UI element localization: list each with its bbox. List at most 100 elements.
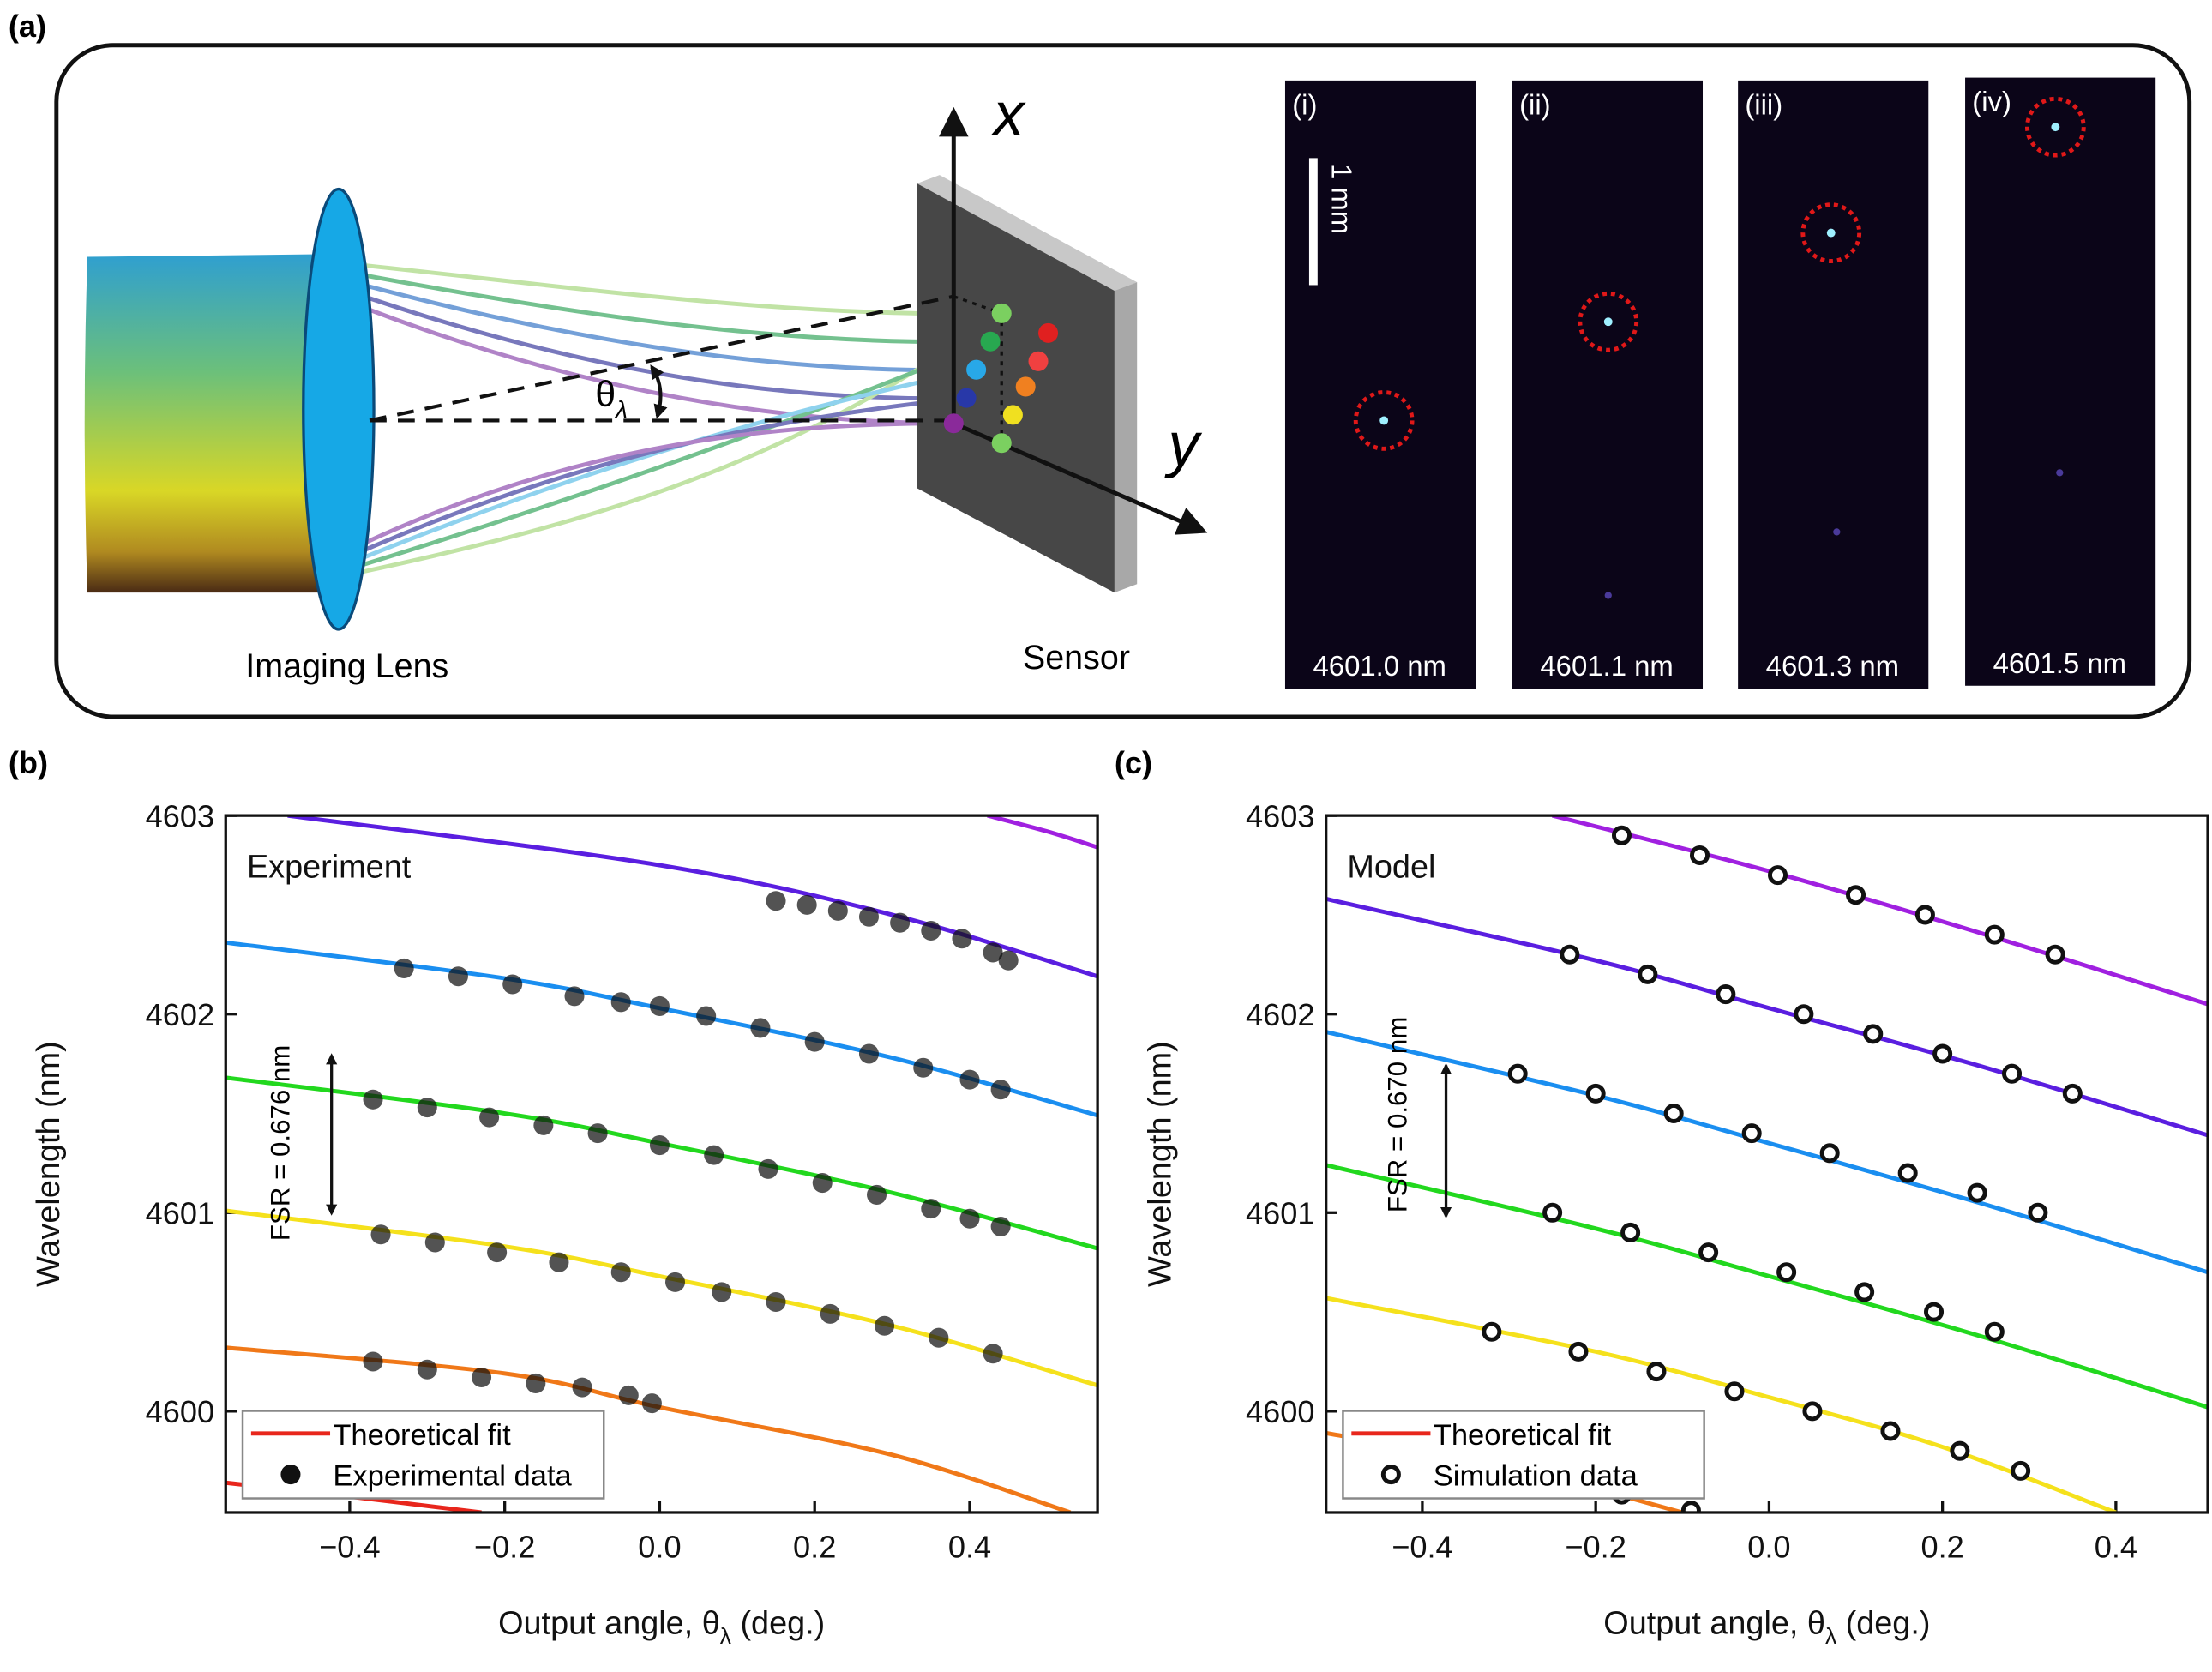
data-point xyxy=(867,1184,887,1205)
data-point xyxy=(1646,1362,1667,1382)
data-point xyxy=(983,942,1003,963)
data-point xyxy=(526,1373,546,1393)
data-point xyxy=(572,1377,592,1398)
data-point xyxy=(1776,1262,1797,1283)
data-point xyxy=(649,1135,670,1156)
data-point xyxy=(549,1252,569,1272)
fit-curve xyxy=(225,940,1098,1118)
y-tick-label: 4601 xyxy=(1246,1195,1315,1230)
y-tick-label: 4601 xyxy=(146,1195,215,1230)
data-points xyxy=(363,891,1019,1414)
data-point xyxy=(998,950,1019,971)
data-point xyxy=(758,1158,778,1179)
data-point xyxy=(1680,1501,1701,1513)
data-point xyxy=(363,1089,383,1110)
x-tick-label: 0.4 xyxy=(948,1530,991,1565)
data-point xyxy=(363,1351,383,1372)
data-point xyxy=(1585,1083,1606,1104)
data-point xyxy=(990,1080,1011,1100)
fsr-label: FSR = 0.676 nm xyxy=(265,1045,295,1241)
data-point xyxy=(1560,944,1580,965)
fit-curve xyxy=(1325,1163,2209,1410)
panel-a: (a) Imaging Lens θλ x y xyxy=(9,9,2192,719)
lens xyxy=(302,187,376,631)
panel-label: (a) xyxy=(9,9,46,44)
legend-label: Theoretical fit xyxy=(333,1419,511,1452)
data-point xyxy=(804,1031,825,1052)
data-point xyxy=(1924,1302,1945,1322)
output-ray xyxy=(369,294,954,423)
panel-frame xyxy=(54,43,2192,719)
data-point xyxy=(712,1282,732,1302)
sensor-face xyxy=(917,183,1115,593)
data-point xyxy=(990,1216,1011,1237)
inset-label: (ii) xyxy=(1519,88,1551,120)
legend-label: Theoretical fit xyxy=(1434,1419,1612,1452)
plot-frame xyxy=(1325,814,2209,1514)
data-point xyxy=(1507,1063,1528,1084)
inset-wavelength: 4601.5 nm xyxy=(1993,647,2126,679)
data-point xyxy=(664,1272,686,1292)
inset-label: (iv) xyxy=(1972,86,2011,117)
data-point xyxy=(417,1098,437,1118)
data-point xyxy=(417,1359,437,1380)
data-point xyxy=(1767,865,1788,886)
y-tick-label: 4600 xyxy=(146,1394,215,1429)
spot-marker xyxy=(1800,202,1862,263)
inset-wavelength: 4601.3 nm xyxy=(1766,650,1899,682)
data-point xyxy=(2062,1083,2083,1104)
x-axis-label-part: Output angle, θ xyxy=(498,1605,720,1641)
data-point xyxy=(766,891,786,911)
data-point xyxy=(1724,1381,1745,1402)
chart: (b) −0.4 −0.2 0.0 0.2 0.4 4600 4601 4602 4603 Expe… xyxy=(9,745,1099,1649)
data-point xyxy=(959,1208,980,1229)
data-point xyxy=(1819,1143,1840,1164)
data-point xyxy=(983,1344,1003,1364)
data-point xyxy=(766,1291,786,1313)
data-point xyxy=(424,1232,445,1253)
data-point xyxy=(796,894,817,915)
data-point xyxy=(1880,1421,1901,1441)
x-axis-label-part: λ xyxy=(1825,1623,1836,1649)
data-point xyxy=(502,974,523,995)
sensor-side xyxy=(1114,282,1138,593)
inset-label: (i) xyxy=(1292,88,1317,120)
data-point xyxy=(1794,1004,1814,1025)
data-point xyxy=(1950,1440,1970,1461)
data-point xyxy=(1897,1163,1918,1183)
plot-frame xyxy=(224,814,1099,1514)
data-point xyxy=(1932,1043,1953,1064)
y-axis-label: Wavelength (nm) xyxy=(1143,1041,1179,1287)
data-point xyxy=(1542,1202,1563,1223)
x-axis-label-part: (deg.) xyxy=(731,1605,825,1641)
panel-label: (c) xyxy=(1115,745,1152,780)
data-point xyxy=(610,1262,631,1283)
data-point xyxy=(1863,1024,1884,1044)
legend-marker xyxy=(1380,1465,1401,1485)
legend-marker xyxy=(280,1465,301,1485)
data-point xyxy=(1741,1123,1762,1144)
inset-image xyxy=(1738,80,1929,689)
fsr-label: FSR = 0.670 nm xyxy=(1382,1017,1412,1212)
x-tick-label: 0.0 xyxy=(1747,1530,1790,1565)
data-point xyxy=(448,966,468,987)
data-point xyxy=(1638,964,1658,984)
fit-curve xyxy=(287,815,1098,979)
x-tick-label: 0.2 xyxy=(1920,1530,1963,1565)
data-point xyxy=(1984,1321,2005,1342)
x-axis-label-part: (deg.) xyxy=(1836,1605,1930,1641)
x-tick-label: −0.2 xyxy=(1565,1530,1626,1565)
y-tick-label: 4603 xyxy=(146,798,215,833)
data-point xyxy=(487,1242,508,1263)
data-point xyxy=(564,986,585,1007)
x-tick-label: 0.0 xyxy=(638,1530,681,1565)
fit-curves xyxy=(225,815,1098,1513)
sensor-spots xyxy=(943,303,1059,454)
insets: (i) 4601.0 nm (ii) 4601.1 nm (iii) 4601.3 nm (… xyxy=(1284,77,2156,689)
spot xyxy=(1604,592,1612,599)
data-point xyxy=(1482,1321,1502,1342)
x-axis-label-part: λ xyxy=(720,1623,731,1649)
data-point xyxy=(2002,1063,2023,1084)
spot xyxy=(2051,123,2060,132)
y-tick-label: 4602 xyxy=(1246,997,1315,1032)
